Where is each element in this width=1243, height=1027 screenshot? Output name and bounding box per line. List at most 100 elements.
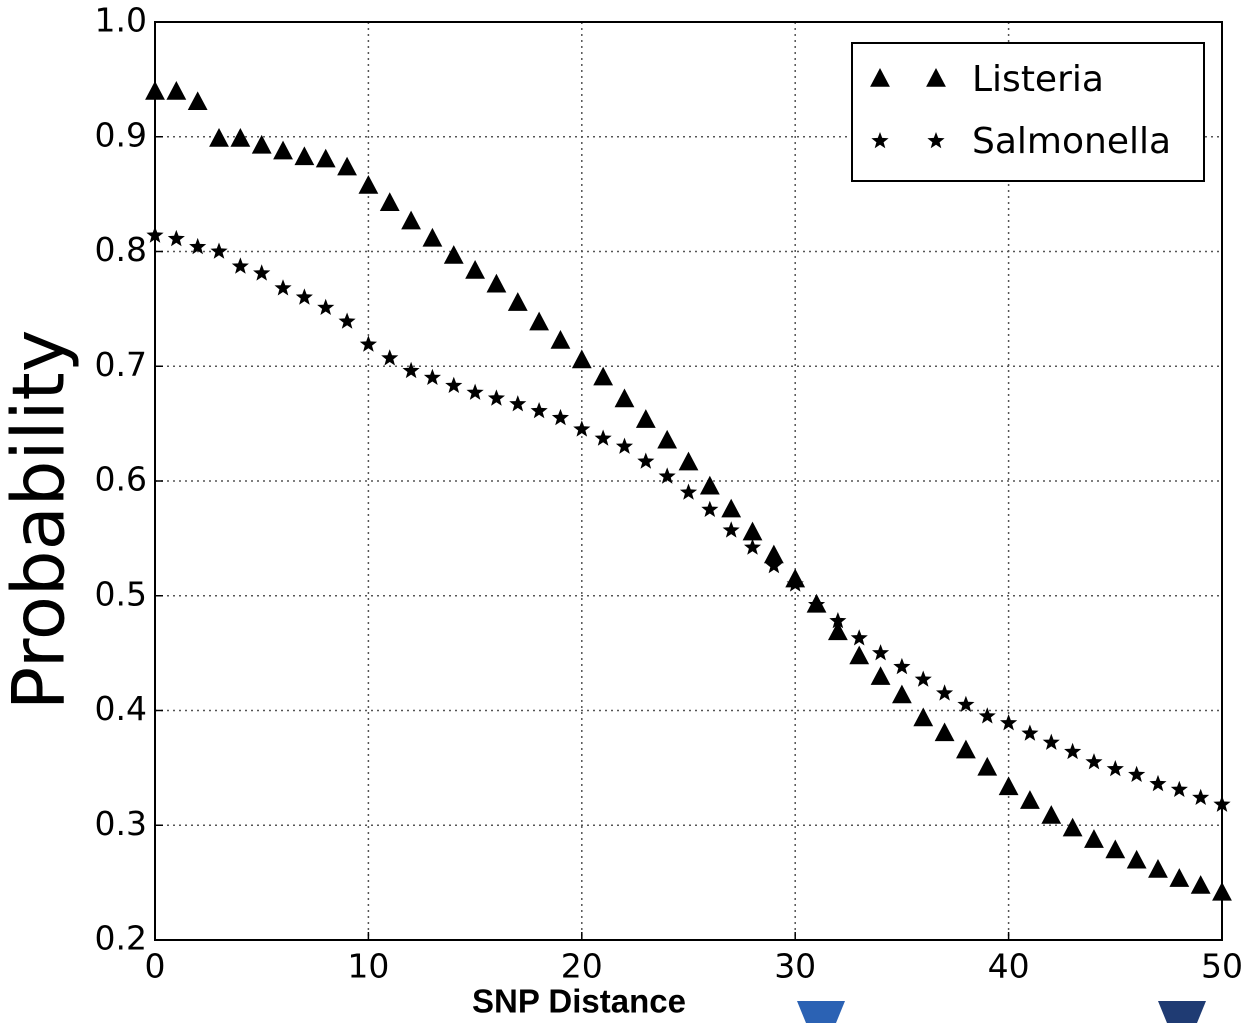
data-point xyxy=(423,368,441,385)
data-point xyxy=(379,192,400,212)
data-point xyxy=(529,311,550,331)
data-point xyxy=(1213,795,1231,812)
data-point xyxy=(381,349,399,366)
y-tick-label: 0.4 xyxy=(95,689,147,728)
data-point xyxy=(1021,724,1039,741)
data-point xyxy=(294,146,315,166)
data-point xyxy=(699,475,720,495)
data-point xyxy=(679,483,698,500)
data-point xyxy=(637,452,655,469)
y-tick-label: 0.8 xyxy=(95,230,147,269)
data-point xyxy=(936,684,954,701)
data-point xyxy=(167,229,185,247)
x-tick-label: 40 xyxy=(988,947,1030,986)
data-point xyxy=(1212,881,1232,901)
data-point xyxy=(1085,753,1103,770)
x-tick-label: 0 xyxy=(145,947,166,986)
data-point xyxy=(466,383,484,400)
data-point xyxy=(850,629,868,646)
legend-marker xyxy=(870,68,890,87)
data-point xyxy=(507,292,528,311)
data-point xyxy=(187,91,208,111)
data-point xyxy=(1148,859,1168,878)
data-point xyxy=(892,684,912,704)
data-point xyxy=(786,575,804,592)
x-tick-label: 50 xyxy=(1201,947,1243,986)
data-point xyxy=(872,644,890,661)
data-point xyxy=(658,467,676,484)
data-point xyxy=(401,210,421,230)
data-point xyxy=(402,361,420,379)
legend-marker xyxy=(871,132,889,149)
data-point xyxy=(1042,733,1060,750)
data-point xyxy=(657,429,678,449)
data-point xyxy=(315,148,336,168)
data-point xyxy=(273,140,293,160)
y-tick-label: 0.7 xyxy=(95,345,147,384)
y-axis-label: Probability xyxy=(0,330,81,711)
data-point xyxy=(209,128,229,147)
y-tick-label: 0.5 xyxy=(95,574,147,613)
data-point xyxy=(808,595,826,613)
data-point xyxy=(765,556,783,574)
plot-frame xyxy=(154,21,1223,941)
data-point xyxy=(1000,714,1018,731)
data-point xyxy=(295,288,313,305)
data-point xyxy=(487,389,505,406)
data-point xyxy=(530,402,548,419)
data-point xyxy=(509,395,527,412)
data-point xyxy=(251,134,272,154)
legend-label: Listeria xyxy=(972,59,1104,100)
data-point xyxy=(1149,774,1167,792)
data-point xyxy=(1062,817,1083,837)
data-point xyxy=(1105,839,1126,859)
data-point xyxy=(870,666,891,685)
data-point xyxy=(573,420,591,437)
data-point xyxy=(1128,765,1146,782)
data-point xyxy=(763,544,784,564)
data-point xyxy=(957,695,975,712)
data-point xyxy=(593,366,614,386)
data-point xyxy=(551,408,569,426)
data-point xyxy=(210,242,228,259)
data-point xyxy=(977,756,998,776)
data-point xyxy=(486,273,507,293)
data-point xyxy=(742,521,763,541)
decoration xyxy=(797,1001,845,1023)
data-point xyxy=(1170,780,1188,797)
data-point xyxy=(1020,790,1040,809)
data-point xyxy=(274,279,292,296)
data-point xyxy=(827,621,848,641)
data-point xyxy=(358,175,379,194)
data-point xyxy=(1192,788,1210,805)
data-point xyxy=(253,264,271,281)
data-point xyxy=(1084,829,1104,848)
data-point xyxy=(166,80,187,100)
data-point xyxy=(571,349,592,369)
y-tick-label: 1.0 xyxy=(95,1,147,40)
data-point xyxy=(230,128,251,147)
data-point xyxy=(1190,875,1211,894)
data-point xyxy=(1106,760,1124,777)
x-tick-label: 30 xyxy=(774,947,816,986)
data-point xyxy=(829,612,847,629)
data-point xyxy=(445,376,463,393)
data-point xyxy=(189,237,207,255)
data-point xyxy=(913,707,934,727)
data-point xyxy=(615,437,633,454)
y-tick-label: 0.9 xyxy=(95,115,147,154)
data-point xyxy=(146,226,164,243)
data-point xyxy=(978,707,996,724)
data-point xyxy=(893,657,911,675)
decoration xyxy=(1158,1001,1206,1023)
legend-marker xyxy=(926,68,946,87)
data-point xyxy=(594,429,612,446)
data-point xyxy=(998,776,1019,796)
data-point xyxy=(635,409,656,428)
data-point xyxy=(744,538,762,555)
data-point xyxy=(145,80,165,100)
data-point xyxy=(1064,742,1082,760)
data-point xyxy=(443,245,464,264)
data-point xyxy=(1169,868,1190,887)
